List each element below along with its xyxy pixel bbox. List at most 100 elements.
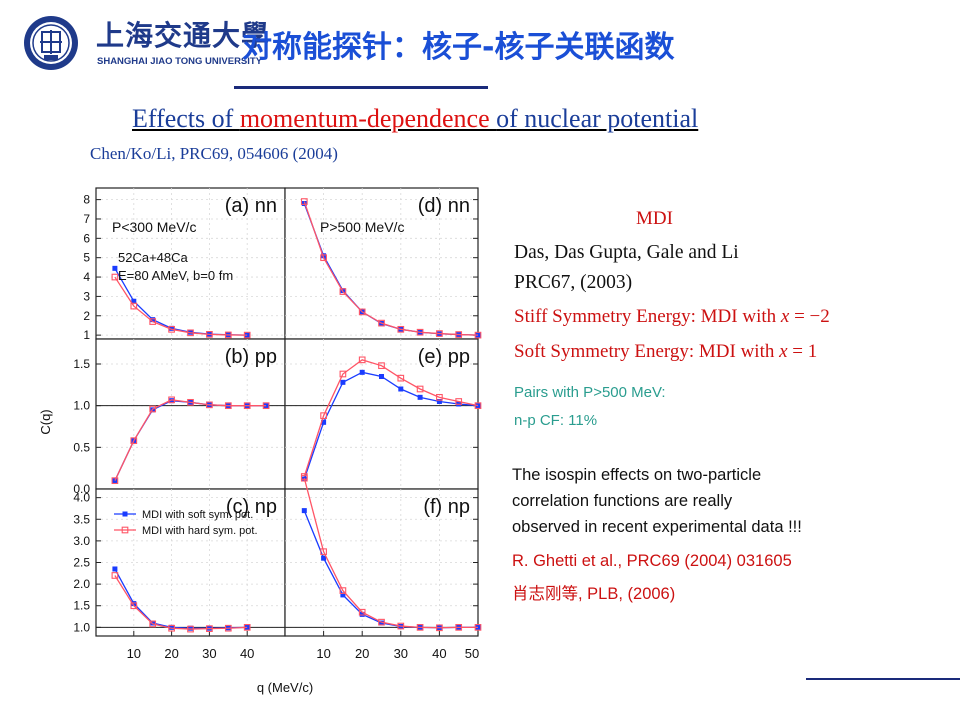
data-point-soft	[436, 399, 442, 404]
data-point-soft	[150, 317, 156, 323]
data-point-hard	[111, 572, 119, 579]
data-point-hard	[378, 362, 385, 370]
subtitle-part-2: momentum-dependence	[239, 104, 497, 133]
data-point-hard	[397, 325, 405, 333]
subtitle-part-3: of nuclear potential	[496, 104, 699, 133]
data-point-hard	[455, 624, 463, 631]
data-point-hard	[300, 198, 308, 205]
y-tick-label: 1.5	[73, 599, 90, 613]
data-point-hard	[130, 302, 138, 310]
data-point-hard	[111, 477, 119, 485]
y-tick-label: 3.5	[73, 512, 90, 526]
logo-chinese-text: 上海交通大學	[96, 19, 271, 52]
data-point-hard	[436, 393, 443, 401]
data-point-soft	[475, 403, 481, 409]
isospin-note-line-3: observed in recent experimental data !!!	[512, 518, 802, 536]
pairs-note-line-1: Pairs with P>500 MeV:	[514, 384, 666, 401]
pairs-note-line-2: n-p CF: 11%	[514, 412, 598, 429]
y-axis-label: C(q)	[38, 409, 53, 434]
legend-soft-marker	[122, 511, 128, 517]
data-point-soft	[340, 379, 346, 385]
subtitle: Effects of momentum-dependence of nuclea…	[132, 104, 698, 134]
data-point-hard	[339, 288, 347, 295]
data-point-hard	[206, 401, 213, 409]
data-point-hard	[243, 331, 251, 339]
data-point-soft	[379, 620, 384, 626]
y-tick-label: 2.0	[73, 577, 90, 591]
data-point-hard	[187, 625, 194, 633]
series-line	[303, 359, 479, 477]
panel-label: (b) pp	[225, 346, 277, 368]
data-point-soft	[301, 508, 307, 514]
data-point-soft	[169, 325, 175, 331]
panel-label: (a) nn	[225, 195, 277, 217]
y-tick-label: 2	[83, 309, 90, 323]
soft-text: Soft Symmetry Energy: MDI with	[514, 341, 775, 362]
data-point-hard	[358, 356, 366, 364]
y-tick-label: 0.5	[73, 440, 90, 454]
data-point-hard	[358, 308, 366, 316]
data-point-hard	[149, 620, 157, 628]
data-point-hard	[416, 328, 424, 336]
data-point-hard	[224, 402, 232, 410]
data-point-hard	[206, 625, 213, 633]
data-point-hard	[320, 412, 327, 420]
data-point-soft	[359, 611, 365, 617]
data-point-hard	[474, 331, 482, 339]
citation: Chen/Ko/Li, PRC69, 054606 (2004)	[90, 144, 338, 163]
legend-hard-label: MDI with hard sym. pot.	[142, 525, 258, 537]
soft-symmetry-energy-line: Soft Symmetry Energy: MDI with x = 1	[514, 341, 817, 363]
footer-rule	[806, 678, 960, 680]
data-point-hard	[168, 325, 175, 333]
x-tick-label: 40	[240, 646, 254, 661]
data-point-hard	[436, 624, 443, 632]
data-point-hard	[455, 331, 463, 338]
data-point-hard	[111, 273, 119, 281]
y-tick-label: 0.0	[73, 482, 90, 496]
panel-label: (c) np	[226, 496, 277, 518]
data-point-hard	[130, 602, 138, 610]
data-point-soft	[340, 592, 346, 598]
series-line	[114, 399, 267, 481]
data-point-hard	[149, 405, 157, 413]
panel-frame	[95, 187, 286, 340]
data-point-hard	[206, 331, 213, 338]
data-point-hard	[378, 618, 385, 626]
panel-a-energy: E=80 AMeV, b=0 fm	[118, 268, 233, 283]
panel-label: (e) pp	[418, 346, 470, 368]
data-point-soft	[359, 369, 365, 375]
data-point-hard	[397, 374, 405, 382]
x-axis-label: q (MeV/c)	[257, 680, 313, 695]
soft-variable: x	[779, 341, 788, 362]
reference-xiao: 肖志刚等, PLB, (2006)	[512, 580, 675, 604]
panel-label: (f) np	[423, 496, 470, 518]
data-point-hard	[168, 624, 175, 632]
data-point-hard	[320, 548, 327, 556]
correlation-function-chart: 1 2 3 4 5 6 7 8 0.0 0.5 1.0 1.5 1.0 1.5 2.0 2.5 3.0 3.5 4.…	[38, 187, 482, 695]
logo-english-text: SHANGHAI JIAO TONG UNIVERSITY	[97, 56, 263, 67]
reference-xiao-rest: , PLB, (2006)	[578, 585, 676, 603]
panel-frame	[95, 338, 286, 490]
data-point-hard	[187, 329, 194, 337]
x-tick-label: 50	[465, 646, 479, 661]
data-point-soft	[169, 624, 175, 630]
data-point-hard	[320, 254, 327, 262]
data-point-hard	[474, 624, 482, 631]
isospin-note-line-1: The isospin effects on two-particle	[512, 466, 762, 484]
legend-soft-label: MDI with soft sym. pot.	[142, 509, 253, 521]
data-point-soft	[244, 624, 250, 630]
y-tick-label: 2.5	[73, 556, 90, 570]
y-tick-label: 1	[83, 328, 90, 342]
data-point-hard	[339, 370, 347, 378]
x-tick-label: 20	[355, 646, 369, 661]
data-point-hard	[378, 319, 385, 327]
data-point-hard	[224, 331, 232, 339]
data-point-soft	[131, 601, 137, 607]
series-line	[303, 478, 478, 629]
data-point-hard	[300, 474, 308, 482]
panel-a-reaction: 52Ca+48Ca	[118, 250, 189, 265]
data-point-soft	[417, 394, 423, 400]
university-emblem-icon	[24, 16, 78, 70]
stiff-text: Stiff Symmetry Energy: MDI with	[514, 306, 777, 327]
y-tick-label: 4	[83, 270, 90, 284]
